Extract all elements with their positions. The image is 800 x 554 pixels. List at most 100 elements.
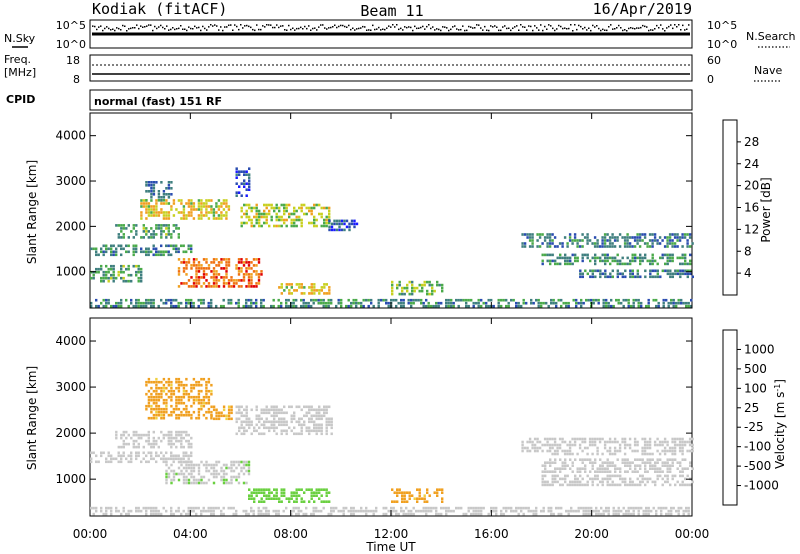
power-cell [222,202,226,205]
power-cell [490,298,493,302]
power-cell [242,276,246,279]
velocity-cell [185,430,188,434]
power-cell [155,181,158,184]
velocity-cell [673,437,677,441]
velocity-cell [630,506,633,510]
noise-search-dot [154,25,156,28]
velocity-cell [549,470,552,473]
noise-search-dot [610,24,612,26]
velocity-cell [207,380,211,384]
power-cell [235,282,238,285]
velocity-cell [282,509,285,513]
power-cell [328,219,331,223]
power-cell [624,262,627,266]
noise-search-dot [342,24,344,27]
velocity-cell [632,509,635,513]
velocity-cell [671,446,674,450]
power-cell [195,285,198,288]
power-cell [621,256,624,260]
velocity-cell [100,454,103,458]
power-cell [689,253,692,257]
velocity-cell [187,398,191,402]
power-cell [283,206,286,210]
velocity-cell [643,446,647,450]
noise-search-dot [664,30,666,32]
velocity-cell [135,454,138,458]
noise-search-dot [350,28,352,31]
velocity-cell [435,512,438,516]
power-cell [262,298,265,302]
velocity-cell [162,383,166,387]
velocity-cell [626,483,629,487]
power-cell [175,298,178,302]
velocity-cell [180,383,183,387]
velocity-cell [654,461,657,464]
velocity-cell [634,458,637,461]
velocity-cell [107,451,110,455]
power-cell [400,301,403,305]
velocity-cell [526,440,529,444]
noise-search-dot [310,29,312,31]
power-cell [611,233,614,236]
power-cell [192,304,195,308]
power-cell [679,269,682,273]
power-cell [112,264,115,268]
velocity-cell [687,509,690,513]
velocity-cell [660,512,663,516]
power-cell [586,239,589,242]
velocity-cell [669,464,672,467]
velocity-cell [245,463,248,467]
power-cell [235,279,238,282]
velocity-cell [599,458,602,461]
velocity-cell [656,449,659,453]
velocity-cell [621,437,624,441]
velocity-cell [180,512,183,516]
power-cell [626,242,629,245]
power-cell [117,233,120,236]
velocity-cell [122,506,125,510]
power-cell [187,211,191,214]
power-cell [212,279,216,282]
power-cell [656,262,659,266]
power-cell [531,233,534,236]
power-cell [147,301,150,305]
velocity-region [235,405,333,436]
power-cell [623,239,627,242]
power-cell [140,217,143,220]
colorbar-tick-label: -25 [744,420,764,434]
power-cell [250,209,253,213]
velocity-cell [325,405,328,409]
power-cell [355,301,358,305]
noise-search-dot [176,28,178,30]
power-cell [247,267,251,270]
velocity-cell [210,463,213,467]
velocity-cell [313,423,316,427]
velocity-cell [160,392,163,396]
power-cell [298,286,301,289]
velocity-cell [517,512,520,516]
power-cell [120,264,123,268]
power-cell [95,267,98,271]
power-cell [300,304,303,308]
velocity-cell [170,445,173,449]
power-cell [586,242,589,245]
velocity-cell [636,464,639,467]
power-cell [549,259,552,263]
velocity-cell [623,446,627,450]
velocity-cell [360,506,363,510]
power-cell [535,298,538,302]
velocity-cell [243,429,246,433]
velocity-cell [260,500,263,503]
velocity-cell [670,509,673,513]
power-cell [245,267,248,270]
power-cell [398,283,401,287]
power-cell [668,236,672,239]
velocity-cell [588,443,592,447]
velocity-ylabel: Slant Range [km] [25,366,39,470]
noise-search-dot [472,27,474,29]
power-cell [255,304,258,308]
power-cell [237,261,241,264]
power-cell [247,304,250,308]
noise-search-dot [304,25,306,28]
